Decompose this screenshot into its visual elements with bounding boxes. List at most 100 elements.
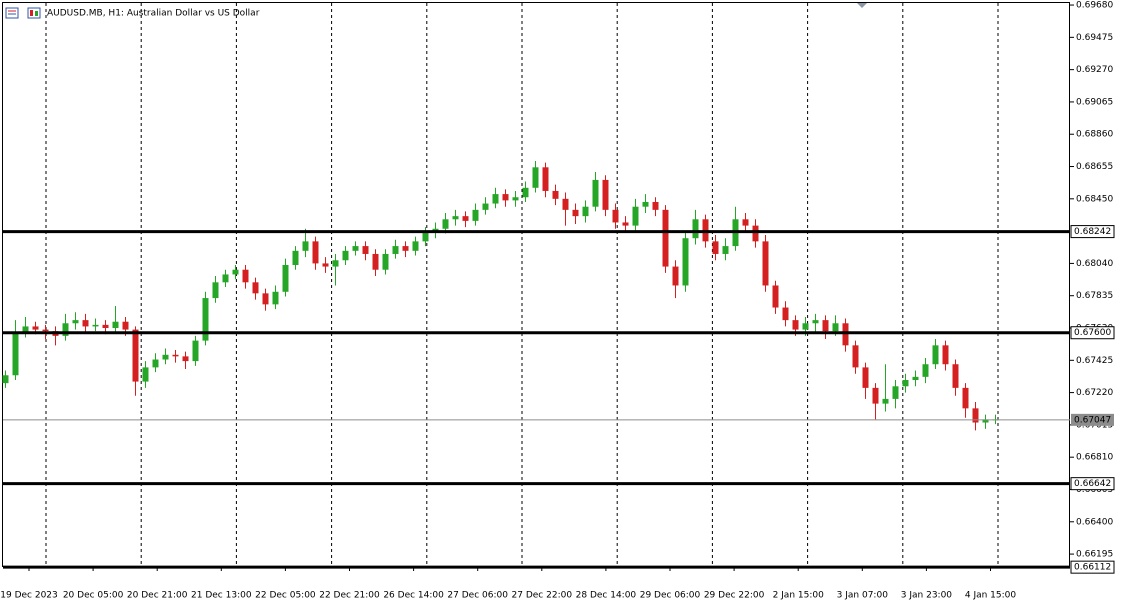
candle-body — [272, 291, 279, 305]
level-box — [1070, 326, 1115, 340]
candle-body — [912, 376, 919, 380]
level-label: 0.67600 — [1074, 328, 1111, 338]
x-tick-label: 4 Jan 15:00 — [965, 591, 1017, 601]
candle-body — [512, 197, 519, 201]
day-separators — [45, 3, 999, 567]
y-tick-label: 0.69680 — [1076, 1, 1113, 11]
candle-body — [712, 241, 719, 254]
candle-body — [442, 219, 449, 229]
candle-body — [762, 241, 769, 286]
candle-body — [902, 379, 909, 387]
candle-body — [362, 246, 369, 254]
x-tick-label: 20 Dec 05:00 — [63, 591, 124, 601]
x-tick-label: 28 Dec 14:00 — [576, 591, 637, 601]
x-tick-label: 22 Dec 05:00 — [255, 591, 316, 601]
icon — [5, 7, 19, 19]
candle-body — [682, 238, 689, 286]
candle-body — [452, 216, 459, 220]
level-box — [1070, 560, 1115, 574]
candle-body — [792, 320, 799, 330]
candle-body — [122, 321, 129, 330]
candle-body — [62, 323, 69, 336]
y-tick-label: 0.67835 — [1076, 291, 1113, 301]
candle-body — [772, 285, 779, 308]
y-tick-label: 0.66195 — [1076, 550, 1113, 560]
candle-body — [352, 246, 359, 251]
level-box — [1070, 225, 1115, 239]
candle-body — [252, 282, 259, 294]
candle-body — [862, 367, 869, 388]
candle-body — [12, 332, 19, 376]
candle-body — [282, 264, 289, 292]
candle-body — [612, 209, 619, 223]
x-tick-label: 22 Dec 21:00 — [319, 591, 380, 601]
candle-body — [592, 179, 599, 207]
icon — [27, 7, 41, 19]
x-tick-label: 2 Jan 15:00 — [773, 591, 825, 601]
plot — [2, 161, 999, 431]
level-box — [1070, 477, 1115, 491]
candle-body — [982, 419, 989, 423]
candle-body — [542, 167, 549, 191]
x-tick-label: 27 Dec 22:00 — [512, 591, 573, 601]
candle-body — [662, 209, 669, 267]
candle-body — [532, 167, 539, 188]
y-tick-label: 0.66810 — [1076, 453, 1113, 463]
y-tick-label: 0.68655 — [1076, 162, 1113, 172]
candle-body — [552, 190, 559, 199]
icon — [30, 10, 33, 16]
candle-body — [492, 194, 499, 204]
x-tick-label: 20 Dec 21:00 — [127, 591, 188, 601]
candle-body — [382, 253, 389, 270]
candle-body — [972, 408, 979, 423]
candle-body — [582, 206, 589, 217]
candle-body — [422, 231, 429, 242]
candle-body — [942, 345, 949, 365]
candle-body — [292, 250, 299, 265]
candle-body — [932, 345, 939, 365]
candle-body — [642, 201, 649, 207]
candle-body — [522, 187, 529, 198]
scroll-marker — [857, 3, 867, 8]
y-tick-label: 0.66400 — [1076, 517, 1113, 527]
level-label: 0.66642 — [1074, 479, 1111, 489]
candle-body — [132, 329, 139, 382]
candle-body — [192, 340, 199, 362]
x-tick-label: 29 Dec 06:00 — [640, 591, 701, 601]
candle-body — [322, 263, 329, 267]
candle-body — [392, 246, 399, 254]
candle-body — [822, 320, 829, 332]
candle-body — [172, 354, 179, 357]
candle-body — [342, 250, 349, 261]
x-tick-label: 26 Dec 14:00 — [383, 591, 444, 601]
candle-body — [802, 323, 809, 330]
candle-body — [2, 375, 9, 384]
candle-body — [482, 203, 489, 210]
candle-body — [672, 266, 679, 286]
candle-body — [412, 241, 419, 251]
chart-title: AUDUSD.MB, H1: Australian Dollar vs US D… — [47, 9, 260, 19]
candle-body — [202, 298, 209, 341]
y-tick-label: 0.68450 — [1076, 194, 1113, 204]
candle-body — [832, 323, 839, 332]
y-tick-label: 0.69475 — [1076, 33, 1113, 43]
level-label: 0.68242 — [1074, 227, 1111, 237]
y-tick-label: 0.69065 — [1076, 97, 1113, 107]
candle-body — [222, 274, 229, 283]
candle-body — [602, 179, 609, 210]
candle-body — [102, 324, 109, 329]
candle-body — [652, 201, 659, 210]
candle-body — [882, 398, 889, 404]
candle-body — [502, 194, 509, 201]
candle-body — [892, 386, 899, 399]
candle-body — [872, 387, 879, 404]
candle-body — [812, 320, 819, 324]
x-tick-label: 19 Dec 2023 — [0, 591, 58, 601]
toolbar-icons — [5, 7, 41, 19]
candle-body — [852, 345, 859, 368]
candle-body — [952, 364, 959, 388]
current-price-label: 0.67047 — [1074, 415, 1111, 425]
candle-body — [402, 246, 409, 251]
candle-body — [22, 326, 29, 333]
